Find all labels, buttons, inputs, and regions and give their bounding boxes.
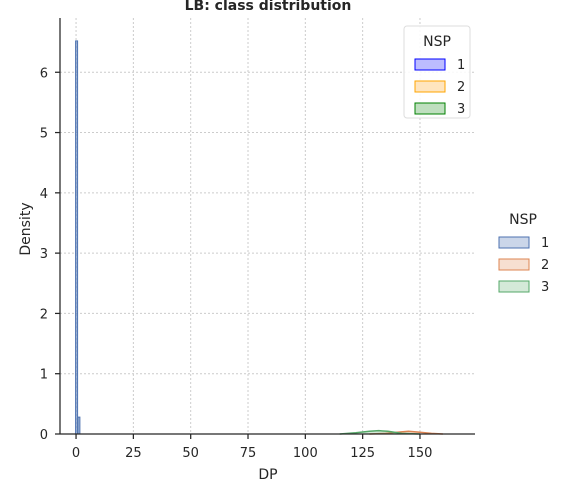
x-tick-label: 125 <box>350 446 375 461</box>
legend-swatch-3 <box>498 280 530 293</box>
x-tick-label: 100 <box>293 446 318 461</box>
legend-title: NSP <box>509 212 537 228</box>
y-tick-label: 1 <box>40 368 48 383</box>
legend-label-2: 2 <box>457 80 465 95</box>
legend-swatch-2 <box>414 80 446 93</box>
legend-swatch-2 <box>498 258 530 271</box>
legend-label-3: 3 <box>541 280 549 295</box>
x-tick-label: 0 <box>72 446 80 461</box>
legend-inner: NSP 1 2 3 <box>403 25 471 119</box>
legend-title: NSP <box>423 34 451 50</box>
y-tick-label: 2 <box>40 307 48 322</box>
legend-swatch-1 <box>498 236 530 249</box>
axes <box>59 18 475 435</box>
legend-outer: NSP 1 2 3 <box>498 212 549 295</box>
hist-bar-series-1 <box>77 416 81 435</box>
x-tick-label: 50 <box>182 446 199 461</box>
plot-area <box>75 40 443 435</box>
hist-bar-series-1 <box>75 40 79 435</box>
y-tick-label: 5 <box>40 127 48 142</box>
y-tick-label: 4 <box>40 187 48 202</box>
legend-label-1: 1 <box>541 236 549 251</box>
legend-frame <box>403 25 471 119</box>
legend-label-2: 2 <box>541 258 549 273</box>
x-axis-label: DP <box>258 467 277 483</box>
y-axis-label: Density <box>18 202 34 255</box>
y-tick-label: 3 <box>40 247 48 262</box>
legend-label-1: 1 <box>457 58 465 73</box>
tick-labels: 0 25 50 75 100 125 150 0 1 2 3 4 5 6 <box>40 66 433 461</box>
y-tick-label: 0 <box>40 428 48 443</box>
y-tick-label: 6 <box>40 66 48 81</box>
x-tick-label: 150 <box>408 446 433 461</box>
x-tick-label: 75 <box>240 446 257 461</box>
legend-label-3: 3 <box>457 102 465 117</box>
legend-swatch-3 <box>414 102 446 115</box>
x-tick-label: 25 <box>125 446 142 461</box>
legend-swatch-1 <box>414 58 446 71</box>
chart-title: LB: class distribution <box>185 0 352 14</box>
